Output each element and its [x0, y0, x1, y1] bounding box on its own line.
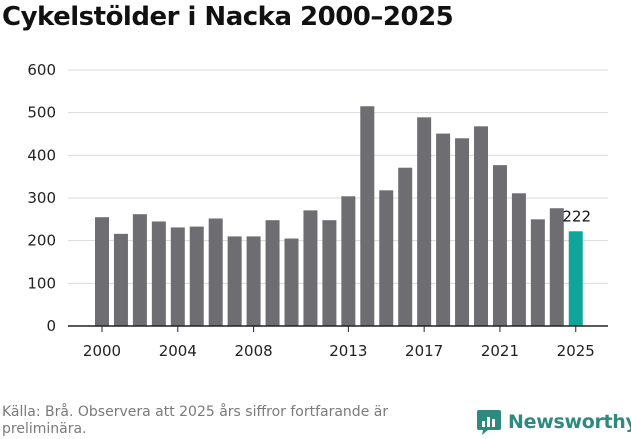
bar-2009 [265, 220, 280, 326]
bars [95, 106, 583, 327]
bar-2001 [113, 233, 128, 326]
bar-2000 [95, 217, 109, 326]
bar-2011 [303, 210, 318, 326]
y-tick-label: 200 [27, 232, 56, 250]
bar-2024 [549, 208, 564, 326]
x-tick-label: 2021 [481, 342, 519, 360]
bar-2025 [568, 231, 583, 326]
chart-title: Cykelstölder i Nacka 2000–2025 [2, 2, 454, 32]
x-axis [68, 325, 608, 332]
x-tick-label: 2025 [557, 342, 595, 360]
x-tick-label: 2008 [235, 342, 273, 360]
bar-2020 [474, 126, 488, 326]
bar-chart: 0 100 200 300 400 500 600 2000 2004 2008 2013 2017… [27, 61, 608, 360]
bar-2004 [170, 227, 185, 326]
bar-2022 [511, 193, 526, 326]
bar-2012 [322, 220, 337, 326]
y-tick-label: 400 [27, 146, 56, 164]
x-tick-label: 2000 [83, 342, 121, 360]
bar-2005 [189, 226, 204, 326]
x-tick-label: 2017 [405, 342, 443, 360]
y-tick-label: 0 [46, 317, 56, 335]
bar-2016 [398, 167, 413, 326]
bar-2013 [341, 196, 356, 326]
bar-2018 [436, 133, 451, 326]
source-note: Källa: Brå. Observera att 2025 års siffr… [2, 404, 389, 437]
bar-2017 [417, 117, 432, 326]
highlight-value-label: 222 [562, 207, 591, 225]
x-tick-label: 2004 [159, 342, 197, 360]
y-tick-label: 600 [27, 61, 56, 79]
bar-2015 [379, 190, 394, 326]
bar-2023 [530, 219, 545, 326]
y-tick-label: 300 [27, 189, 56, 207]
bar-2002 [132, 214, 147, 326]
newsworthy-chart-bubble-icon [477, 410, 501, 435]
bar-2010 [284, 238, 299, 326]
annotations: 222 [562, 207, 591, 225]
gridlines [68, 69, 608, 284]
bar-2021 [492, 165, 507, 326]
y-axis-tick-labels: 0 100 200 300 400 500 600 [27, 61, 56, 335]
y-tick-label: 500 [27, 104, 56, 122]
x-tick-label: 2013 [329, 342, 367, 360]
y-tick-label: 100 [27, 274, 56, 292]
bar-2007 [227, 236, 242, 326]
x-axis-tick-labels: 2000 2004 2008 2013 2017 2021 2025 [83, 342, 595, 360]
bar-2003 [151, 221, 166, 326]
bar-2008 [246, 236, 261, 326]
bar-2006 [208, 218, 223, 326]
bar-2014 [360, 106, 375, 327]
newsworthy-logo[interactable]: Newsworthy [476, 408, 631, 436]
bar-2019 [455, 138, 470, 326]
newsworthy-logo-text: Newsworthy [508, 411, 631, 433]
